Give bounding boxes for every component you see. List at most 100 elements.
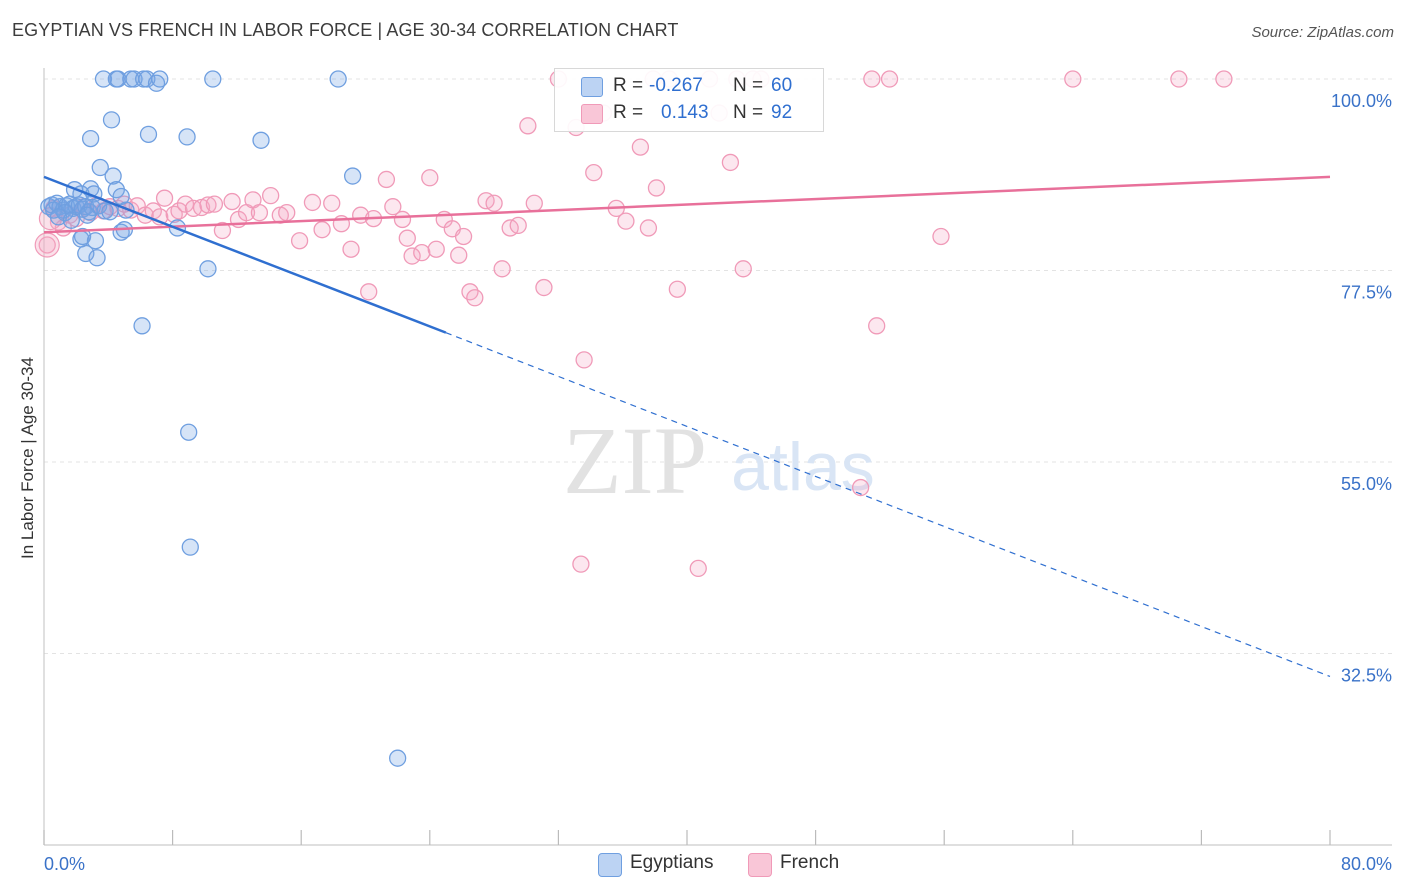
french-point [223,192,241,211]
egyptian-point [88,249,106,267]
french-point [34,232,60,258]
french-point [413,243,431,262]
egyptian-point [94,70,113,88]
egyptian-trend-extrapolation [445,332,1331,678]
chart-title: EGYPTIAN VS FRENCH IN LABOR FORCE | AGE … [12,20,679,40]
egyptian-trend-line [43,175,447,334]
egyptian-point [81,129,100,148]
french-point [466,289,484,307]
french-point [342,240,360,258]
legend-n-label: N = [733,75,764,96]
french-point [668,280,687,298]
french-point [1064,70,1082,88]
y-axis-label: In Labor Force | Age 30-34 [18,357,37,559]
french-point [421,169,439,187]
tick-labels: 32.5% 55.0% 77.5% 100.0% 0.0% 80.0% [44,91,1392,874]
correlation-legend: R = -0.267 N = 60 R = 0.143 N = 92 [554,68,824,132]
french-point [535,278,553,297]
egyptian-point [343,167,362,185]
egyptian-point [199,260,217,278]
egyptian-point [73,227,92,246]
egyptian-point [138,70,156,88]
egyptian-point [78,206,97,224]
french-point [631,138,650,156]
source-label: Source: ZipAtlas.com [1251,24,1394,41]
watermark: ZIP atlas [563,407,875,514]
french-point [290,232,309,250]
y-tick-label: 55.0% [1341,474,1392,494]
egyptian-point [180,423,198,441]
watermark-zip: ZIP [563,407,707,514]
legend-n-label: N = [733,102,764,123]
egyptian-points [40,70,407,767]
french-point [734,260,752,278]
french-point [572,555,590,573]
egyptian-point [77,198,95,216]
egyptian-point [101,203,119,221]
french-point [360,283,378,301]
french-swatch [581,104,603,124]
french-legend-swatch [748,853,772,877]
watermark-atlas: atlas [731,429,875,505]
egyptian-point [181,538,199,556]
axes [43,68,1392,846]
french-point [932,227,950,246]
french-point [450,246,468,264]
french-point [863,70,881,88]
egyptian-point [252,131,270,149]
trend-lines [43,175,1331,678]
egyptians-swatch [581,77,603,97]
french-point [454,227,473,246]
french-point [575,351,593,369]
french-point [525,194,543,212]
egyptian-point [62,211,80,229]
egyptian-point [125,70,143,88]
y-tick-label: 100.0% [1331,91,1392,111]
french-point [519,117,537,135]
french-point [617,212,635,230]
french-point [213,221,232,240]
legend-r-label: R = [613,102,644,123]
french-trend-line [43,175,1331,234]
french-point [393,210,412,229]
legend-r-value: -0.267 [649,75,703,96]
french-point [250,203,269,222]
egyptian-point [151,70,169,88]
french-point [427,240,445,258]
egyptian-point [86,232,105,250]
french-point [170,202,188,220]
egyptian-point [91,158,109,177]
french-legend-label: French [780,852,840,873]
french-point [155,189,174,207]
french-point [851,478,870,497]
egyptian-point [102,111,121,129]
french-point [880,70,899,88]
y-tick-label: 77.5% [1341,283,1392,303]
x-tick-label: 0.0% [44,854,85,874]
egyptians-legend-swatch [598,853,622,877]
french-point [689,559,707,578]
french-point [1170,70,1188,88]
legend-r-value: 0.143 [661,102,709,123]
egyptian-point [388,749,407,767]
french-point [721,153,740,172]
french-point [647,179,666,197]
legend-n-value: 60 [771,75,793,96]
french-point [639,219,658,237]
french-point [509,216,527,235]
french-point [38,236,56,254]
french-point [323,194,341,212]
y-tick-label: 32.5% [1341,666,1392,686]
french-point [403,247,421,265]
french-point [398,229,416,247]
egyptian-point [204,70,222,88]
legend-r-label: R = [613,75,644,96]
french-point [585,163,603,182]
egyptian-point [139,125,158,143]
egyptian-point [178,128,196,146]
french-point [176,195,195,213]
x-tick-label: 80.0% [1341,854,1392,874]
french-point [313,221,331,239]
french-point [1215,70,1233,88]
